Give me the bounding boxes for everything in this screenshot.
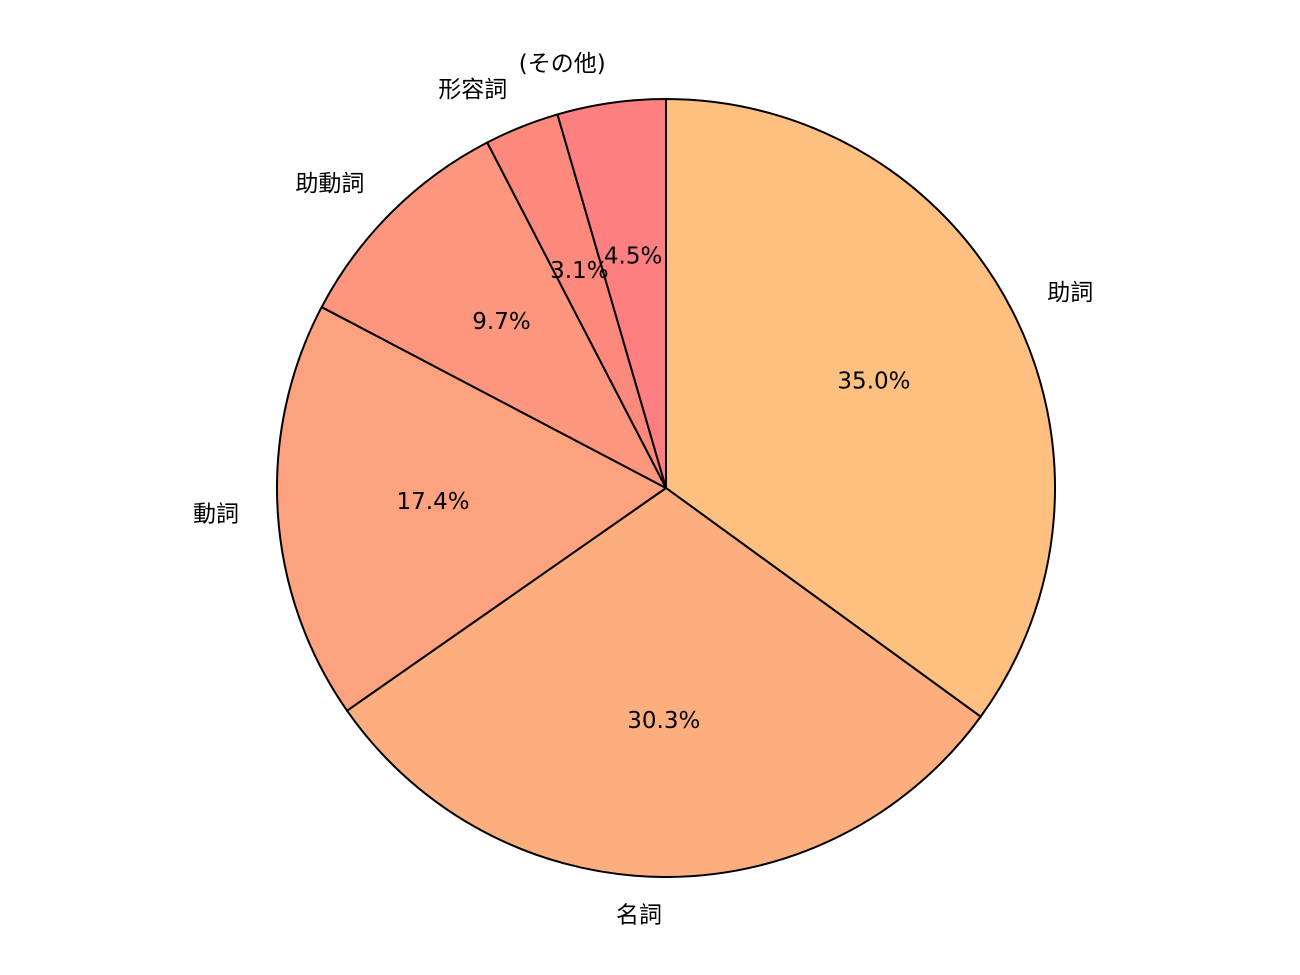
slice-percent-label: 4.5% [604, 243, 662, 269]
slice-category-label: 動詞 [193, 501, 239, 527]
pie-labels: 助詞 35.0% 名詞 30.3% 動詞 17.4% 助動詞 9.7% 形容詞 3.1% (その他)… [193, 51, 1093, 929]
slice-percent-label: 9.7% [472, 309, 530, 335]
slice-percent-label: 35.0% [837, 369, 910, 395]
slice-percent-label: 3.1% [550, 258, 608, 284]
slice-category-label: (その他) [519, 51, 606, 77]
slice-category-label: 形容詞 [438, 77, 507, 103]
slice-percent-label: 30.3% [627, 708, 700, 734]
pie-slice [665, 98, 1056, 718]
pie-slices [276, 98, 1056, 878]
pie-slice [276, 306, 667, 712]
slice-category-label: 助動詞 [295, 171, 364, 197]
pie-slice [346, 487, 982, 878]
pie-slice [556, 98, 667, 489]
slice-category-label: 名詞 [616, 902, 662, 928]
slice-percent-label: 17.4% [397, 489, 470, 515]
pie-slice [320, 141, 667, 489]
slice-category-label: 助詞 [1047, 280, 1093, 306]
